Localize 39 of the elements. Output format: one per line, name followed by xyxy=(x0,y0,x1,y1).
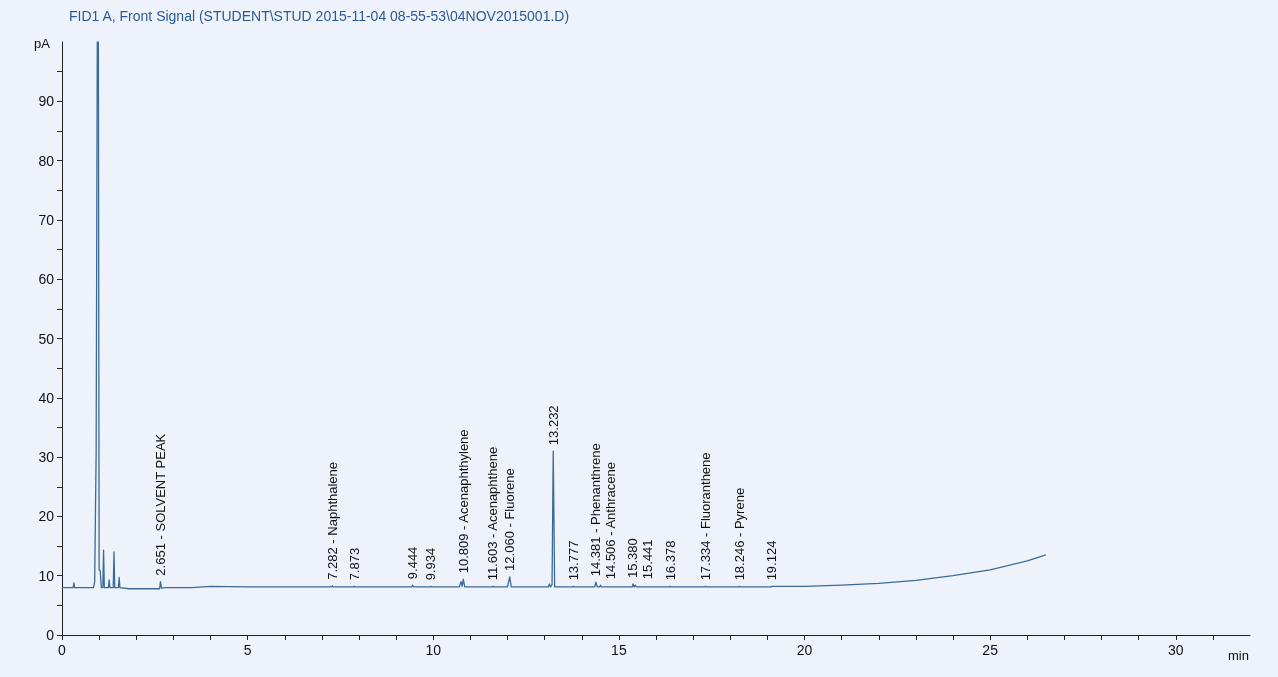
annotation: 19.124 xyxy=(764,540,780,581)
y-tick-label: 50 xyxy=(38,330,55,347)
y-tick-label: 0 xyxy=(46,627,55,643)
line-series xyxy=(61,41,1047,590)
annotation: 16.378 xyxy=(662,540,678,581)
x-tick-label: 25 xyxy=(982,642,999,658)
annotation: 10.809 - Acenaphthylene xyxy=(455,429,471,574)
annotation: 7.873 xyxy=(346,547,362,581)
annotation: 9.934 xyxy=(423,547,439,581)
annotation: 9.444 xyxy=(405,546,421,580)
y-tick-label: 80 xyxy=(38,152,55,169)
x-tick-label: 30 xyxy=(1167,642,1184,658)
annotation: 17.334 - Fluoranthene xyxy=(698,452,714,581)
annotation: 7.282 - Naphthalene xyxy=(324,461,340,580)
x-tick-label: 10 xyxy=(425,642,442,658)
x-tick-label: 20 xyxy=(796,642,813,658)
y-tick-label: 10 xyxy=(38,567,55,584)
annotation: 15.380 xyxy=(625,538,641,578)
y-tick-label: 30 xyxy=(38,449,55,466)
x-tick-label: 0 xyxy=(58,642,67,658)
y-axis-title: pA xyxy=(34,36,51,51)
y-tick-label: 60 xyxy=(38,271,55,288)
x-tick-label: 15 xyxy=(611,642,627,658)
annotation: 13.777 xyxy=(565,540,581,581)
annotation: 14.381 - Phenanthrene xyxy=(588,443,604,577)
annotation: 12.060 - Fluorene xyxy=(502,468,518,571)
annotation: 13.232 xyxy=(545,405,561,446)
x-axis-title: min xyxy=(1228,648,1249,663)
y-tick-label: 20 xyxy=(38,508,55,525)
chart-title: FID1 A, Front Signal (STUDENT\STUD 2015-11-04 08-55-53\04NOV2015001.D) xyxy=(69,8,570,24)
annotation: 18.246 - Pyrene xyxy=(731,487,747,581)
annotation: 2.651 - SOLVENT PEAK xyxy=(152,433,168,576)
annotation: 11.603 - Acenaphthene xyxy=(485,446,501,581)
annotation: 15.441 xyxy=(640,539,656,580)
y-tick-label: 40 xyxy=(38,389,55,406)
annotation: 14.506 - Anthracene xyxy=(603,462,619,580)
y-tick-label: 70 xyxy=(38,211,55,228)
x-tick-label: 5 xyxy=(243,642,252,658)
y-tick-label: 90 xyxy=(38,93,55,110)
